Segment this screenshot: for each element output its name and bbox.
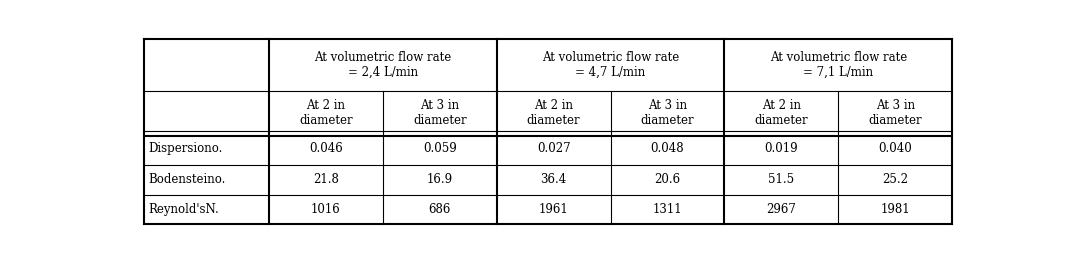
Text: 36.4: 36.4 bbox=[541, 173, 567, 186]
Text: At volumetric flow rate
= 7,1 L/min: At volumetric flow rate = 7,1 L/min bbox=[770, 51, 907, 79]
Text: Dispersiono.: Dispersiono. bbox=[149, 141, 223, 155]
Text: 25.2: 25.2 bbox=[882, 173, 909, 186]
Text: 0.027: 0.027 bbox=[537, 141, 571, 155]
Text: At 3 in
diameter: At 3 in diameter bbox=[868, 99, 923, 127]
Text: At 2 in
diameter: At 2 in diameter bbox=[755, 99, 808, 127]
Text: 0.059: 0.059 bbox=[423, 141, 456, 155]
Text: 1961: 1961 bbox=[539, 203, 569, 216]
Text: 16.9: 16.9 bbox=[427, 173, 453, 186]
Text: 0.048: 0.048 bbox=[651, 141, 684, 155]
Text: At 3 in
diameter: At 3 in diameter bbox=[413, 99, 466, 127]
Text: 1981: 1981 bbox=[881, 203, 910, 216]
Text: Bodensteino.: Bodensteino. bbox=[149, 173, 226, 186]
Text: 0.019: 0.019 bbox=[764, 141, 799, 155]
Text: 21.8: 21.8 bbox=[313, 173, 339, 186]
Text: At 3 in
diameter: At 3 in diameter bbox=[640, 99, 694, 127]
Text: At 2 in
diameter: At 2 in diameter bbox=[299, 99, 353, 127]
Text: Reynold'sN.: Reynold'sN. bbox=[149, 203, 219, 216]
Text: At volumetric flow rate
= 2,4 L/min: At volumetric flow rate = 2,4 L/min bbox=[314, 51, 451, 79]
Text: 51.5: 51.5 bbox=[769, 173, 794, 186]
Text: 20.6: 20.6 bbox=[654, 173, 681, 186]
Text: 0.040: 0.040 bbox=[879, 141, 912, 155]
Text: 1016: 1016 bbox=[311, 203, 341, 216]
Text: At volumetric flow rate
= 4,7 L/min: At volumetric flow rate = 4,7 L/min bbox=[542, 51, 679, 79]
Text: 2967: 2967 bbox=[766, 203, 796, 216]
Text: 686: 686 bbox=[429, 203, 451, 216]
Text: 0.046: 0.046 bbox=[309, 141, 343, 155]
Text: At 2 in
diameter: At 2 in diameter bbox=[527, 99, 580, 127]
Text: 1311: 1311 bbox=[653, 203, 682, 216]
